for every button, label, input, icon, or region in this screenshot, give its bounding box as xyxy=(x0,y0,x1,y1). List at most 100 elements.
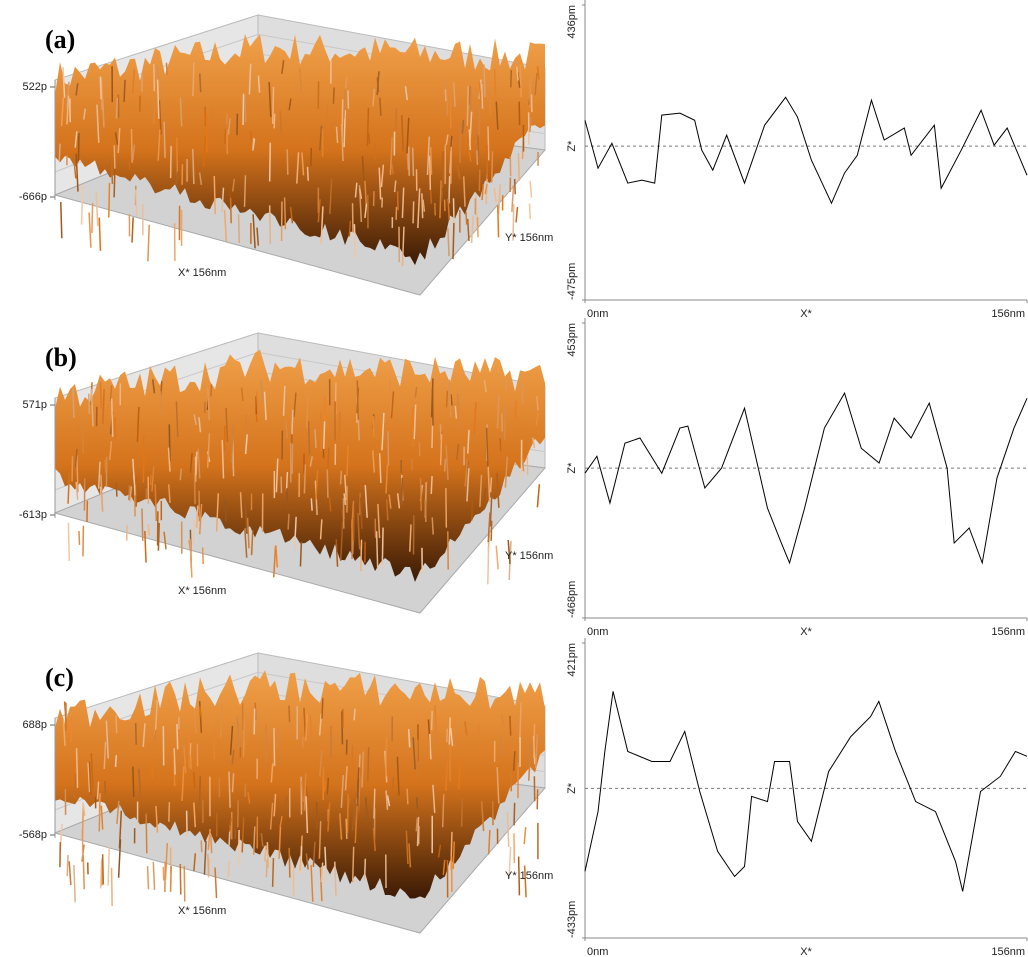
surface-spike xyxy=(213,728,216,760)
surface-spike xyxy=(504,456,509,488)
surface-spike xyxy=(271,857,275,887)
x-tick-label: 0nm xyxy=(587,626,608,638)
surface-spike xyxy=(197,448,201,479)
surface-spike xyxy=(304,713,309,741)
surface-spike xyxy=(183,745,187,774)
surface-spike xyxy=(72,388,75,418)
surface-spike xyxy=(373,788,376,819)
surface-spike xyxy=(487,547,490,585)
surface-spike xyxy=(193,709,197,733)
surface-spike xyxy=(310,864,314,902)
surface-spike xyxy=(98,217,102,251)
surface-spike xyxy=(273,728,276,767)
surface-plot: -568p 688p (c) X* 156nm Y* 156nm xyxy=(19,652,553,934)
surface-spike xyxy=(305,853,309,870)
surface-spike xyxy=(288,847,291,878)
surface-spike xyxy=(470,215,474,244)
surface-spike xyxy=(248,63,252,95)
surface-spike xyxy=(407,729,411,748)
surface-spike xyxy=(534,734,539,769)
surface-spike xyxy=(444,89,447,102)
surface-spike xyxy=(424,499,427,523)
surface-spike xyxy=(340,123,344,162)
surface-spike xyxy=(457,166,461,180)
surface-spike xyxy=(536,484,541,508)
surface-spike xyxy=(244,528,248,558)
surface-spike xyxy=(130,128,133,163)
surface-spike xyxy=(341,711,344,745)
surface-spike xyxy=(223,128,227,144)
surface-spike xyxy=(301,152,305,176)
surface-spike xyxy=(442,859,446,875)
surface-spike xyxy=(135,189,138,216)
surface-spike xyxy=(452,222,455,260)
surface-spike xyxy=(100,78,103,111)
surface-spike xyxy=(90,753,94,788)
surface-spike xyxy=(432,784,436,813)
y-axis-label: Z* xyxy=(566,782,578,794)
surface-spike xyxy=(519,64,522,98)
surface-spike xyxy=(377,503,381,539)
surface-spike xyxy=(108,182,111,218)
surface-spike xyxy=(361,156,365,180)
surface-spike xyxy=(445,390,449,408)
surface-spike xyxy=(296,152,300,184)
surface-spike xyxy=(219,703,224,739)
surface-spike xyxy=(380,164,385,188)
surface-spike xyxy=(464,459,468,487)
profile-plot: -475pm 436pm 0nm 156nm X* Z* xyxy=(566,0,1028,320)
surface-spike xyxy=(74,448,78,468)
surface-spike xyxy=(351,500,355,528)
surface-spike xyxy=(479,474,483,507)
surface-spike xyxy=(320,862,324,883)
surface-spike xyxy=(484,183,488,195)
surface-spike xyxy=(110,867,113,906)
surface-spike xyxy=(468,151,472,162)
surface-spike xyxy=(291,409,294,435)
surface-spike xyxy=(353,224,357,258)
surface-spike xyxy=(103,780,107,795)
surface-spike xyxy=(461,120,465,134)
surface-spike xyxy=(287,513,290,530)
surface-spike xyxy=(523,826,527,845)
surface-spike xyxy=(319,867,323,902)
surface-spike xyxy=(344,474,348,501)
x-axis-label: X* 156nm xyxy=(178,585,226,597)
surface-spike xyxy=(288,705,291,723)
y-axis-label: Z* xyxy=(566,462,578,474)
surface-spike xyxy=(192,61,195,97)
surface-spike xyxy=(512,751,516,771)
surface-spike xyxy=(473,402,477,435)
surface-spike xyxy=(359,497,363,529)
surface-spike xyxy=(158,100,162,135)
surface-spike xyxy=(490,151,494,183)
surface-spike xyxy=(179,97,183,127)
z-tick-label: -666p xyxy=(19,191,47,203)
surface-spike xyxy=(430,475,433,494)
profile-plot: -433pm 421pm 0nm 156nm X* Z* xyxy=(566,638,1028,957)
surface-spike xyxy=(497,184,501,215)
surface-spike xyxy=(449,727,454,746)
surface-spike xyxy=(485,427,489,467)
surface-spike xyxy=(344,765,348,791)
surface-spike xyxy=(528,743,532,781)
surface-spike xyxy=(284,796,288,810)
surface-spike xyxy=(74,131,78,148)
surface-spike xyxy=(103,741,107,770)
surface-spike xyxy=(317,199,321,223)
surface-spike xyxy=(240,387,244,402)
surface-spike xyxy=(243,175,247,207)
surface-spike xyxy=(354,805,358,844)
surface-spike xyxy=(286,488,289,509)
surface-spike xyxy=(326,777,330,795)
surface-spike xyxy=(108,441,113,460)
surface-spike xyxy=(146,866,150,890)
surface-spike xyxy=(81,805,85,841)
surface-spike xyxy=(354,182,358,198)
surface-spike xyxy=(408,843,412,868)
surface-spike xyxy=(303,773,307,811)
surface-spike xyxy=(493,68,497,100)
y-tick-label: 436pm xyxy=(566,5,578,39)
surface-spike xyxy=(168,802,171,822)
surface-spike xyxy=(273,793,277,817)
